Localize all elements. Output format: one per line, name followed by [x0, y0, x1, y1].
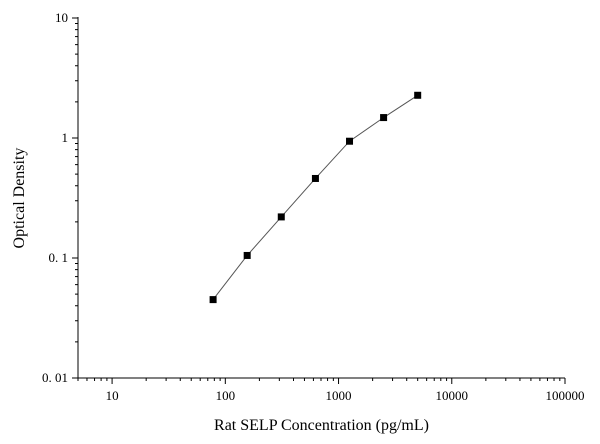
data-points [209, 91, 422, 304]
y-tick-label: 1 [62, 130, 69, 145]
data-point-marker [243, 251, 251, 259]
y-axis-tick-labels: 0. 01 0. 1 1 10 [42, 10, 68, 385]
x-tick-label: 100000 [546, 388, 585, 403]
y-axis-title: Optical Density [11, 148, 28, 249]
data-point-marker [209, 296, 217, 304]
y-tick-label: 0. 1 [49, 250, 69, 265]
x-axis-tick-labels: 10 100 1000 10000 100000 [106, 388, 585, 403]
x-tick-label: 10 [106, 388, 119, 403]
data-point-marker [311, 174, 319, 182]
data-point-marker [380, 114, 388, 122]
x-tick-label: 100 [216, 388, 236, 403]
data-point-marker [414, 91, 422, 99]
x-tick-label: 10000 [436, 388, 469, 403]
plot-frame [77, 17, 565, 379]
x-axis-title: Rat SELP Concentration (pg/mL) [214, 417, 429, 434]
x-axis-ticks [77, 378, 566, 384]
series-line [212, 94, 418, 300]
data-point-marker [346, 137, 354, 145]
x-tick-label: 1000 [326, 388, 352, 403]
data-point-marker [277, 213, 285, 221]
y-axis-ticks [72, 17, 78, 379]
y-tick-label: 0. 01 [42, 370, 68, 385]
y-tick-label: 10 [55, 10, 68, 25]
